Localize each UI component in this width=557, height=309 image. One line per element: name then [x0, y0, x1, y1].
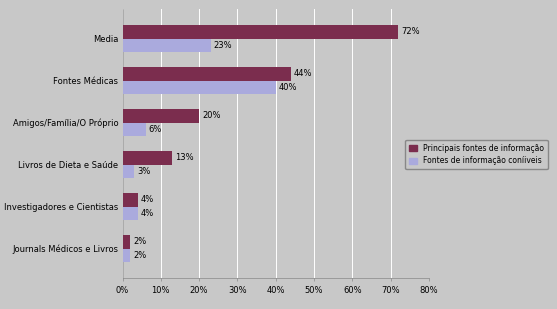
Bar	[123, 67, 291, 81]
Bar	[123, 249, 130, 262]
Text: 2%: 2%	[133, 238, 146, 247]
Text: 20%: 20%	[202, 112, 221, 121]
Text: 40%: 40%	[279, 83, 297, 92]
Bar	[123, 151, 172, 165]
Text: 6%: 6%	[149, 125, 162, 134]
Bar	[123, 109, 199, 123]
Bar	[123, 123, 145, 136]
Bar	[123, 25, 398, 39]
Bar	[123, 39, 211, 52]
Bar	[123, 165, 134, 178]
Text: 2%: 2%	[133, 251, 146, 260]
Bar	[123, 235, 130, 249]
Text: 23%: 23%	[214, 41, 232, 50]
Bar	[123, 193, 138, 207]
Legend: Principais fontes de informação, Fontes de informação coníiveis: Principais fontes de informação, Fontes …	[405, 140, 548, 169]
Bar	[123, 207, 138, 220]
Text: 4%: 4%	[141, 209, 154, 218]
Text: 44%: 44%	[294, 70, 312, 78]
Text: 4%: 4%	[141, 196, 154, 205]
Text: 3%: 3%	[137, 167, 150, 176]
Text: 72%: 72%	[401, 28, 420, 36]
Bar	[123, 81, 276, 94]
Text: 13%: 13%	[175, 154, 194, 163]
